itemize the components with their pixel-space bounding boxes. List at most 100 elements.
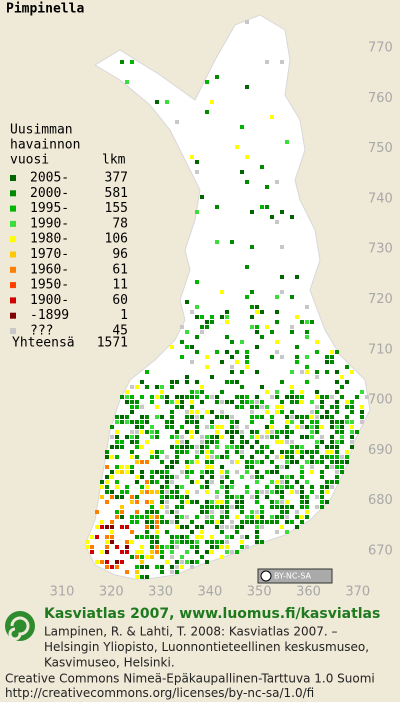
occurrence-square — [140, 565, 144, 569]
occurrence-square — [275, 295, 279, 299]
occurrence-square — [295, 400, 299, 404]
occurrence-square — [275, 500, 279, 504]
occurrence-square — [150, 510, 154, 514]
occurrence-square — [260, 525, 264, 529]
occurrence-square — [210, 505, 214, 509]
occurrence-square — [330, 455, 334, 459]
occurrence-square — [250, 520, 254, 524]
occurrence-square — [300, 500, 304, 504]
occurrence-square — [180, 470, 184, 474]
occurrence-square — [280, 500, 284, 504]
occurrence-square — [285, 435, 289, 439]
occurrence-square — [330, 395, 334, 399]
occurrence-square — [170, 345, 174, 349]
occurrence-square — [340, 430, 344, 434]
occurrence-square — [350, 405, 354, 409]
occurrence-square — [335, 400, 339, 404]
occurrence-square — [325, 480, 329, 484]
occurrence-square — [305, 365, 309, 369]
occurrence-square — [120, 465, 124, 469]
occurrence-square — [270, 115, 274, 119]
occurrence-square — [135, 430, 139, 434]
occurrence-square — [155, 430, 159, 434]
occurrence-square — [130, 540, 134, 544]
occurrence-square — [190, 565, 194, 569]
occurrence-square — [230, 430, 234, 434]
occurrence-square — [225, 540, 229, 544]
occurrence-square — [140, 535, 144, 539]
occurrence-square — [180, 450, 184, 454]
occurrence-square — [250, 420, 254, 424]
occurrence-square — [285, 395, 289, 399]
occurrence-square — [265, 405, 269, 409]
occurrence-square — [195, 280, 199, 284]
occurrence-square — [355, 430, 359, 434]
occurrence-square — [295, 355, 299, 359]
occurrence-square — [310, 465, 314, 469]
occurrence-square — [280, 290, 284, 294]
occurrence-square — [245, 440, 249, 444]
occurrence-square — [130, 515, 134, 519]
occurrence-square — [160, 470, 164, 474]
occurrence-square — [345, 460, 349, 464]
occurrence-square — [195, 415, 199, 419]
occurrence-square — [150, 540, 154, 544]
occurrence-square — [110, 495, 114, 499]
occurrence-square — [160, 570, 164, 574]
occurrence-square — [315, 495, 319, 499]
occurrence-square — [185, 540, 189, 544]
occurrence-square — [210, 480, 214, 484]
occurrence-square — [305, 460, 309, 464]
occurrence-square — [175, 545, 179, 549]
occurrence-square — [245, 465, 249, 469]
occurrence-square — [300, 520, 304, 524]
occurrence-square — [265, 325, 269, 329]
occurrence-square — [105, 565, 109, 569]
occurrence-square — [135, 555, 139, 559]
occurrence-square — [170, 540, 174, 544]
occurrence-square — [245, 515, 249, 519]
occurrence-square — [195, 425, 199, 429]
occurrence-square — [155, 100, 159, 104]
occurrence-square — [135, 515, 139, 519]
occurrence-square — [255, 525, 259, 529]
occurrence-square — [110, 520, 114, 524]
occurrence-square — [300, 515, 304, 519]
occurrence-square — [180, 525, 184, 529]
occurrence-square — [320, 400, 324, 404]
occurrence-square — [220, 360, 224, 364]
occurrence-square — [110, 470, 114, 474]
occurrence-square — [175, 505, 179, 509]
legend-label: 1970- — [30, 247, 69, 262]
occurrence-square — [165, 485, 169, 489]
occurrence-square — [305, 510, 309, 514]
occurrence-square — [210, 100, 214, 104]
occurrence-square — [160, 450, 164, 454]
occurrence-square — [185, 445, 189, 449]
occurrence-square — [140, 445, 144, 449]
occurrence-square — [235, 500, 239, 504]
occurrence-square — [300, 395, 304, 399]
occurrence-square — [215, 425, 219, 429]
occurrence-square — [160, 495, 164, 499]
occurrence-square — [230, 400, 234, 404]
occurrence-square — [205, 550, 209, 554]
occurrence-square — [170, 465, 174, 469]
occurrence-square — [245, 460, 249, 464]
occurrence-square — [120, 445, 124, 449]
occurrence-square — [185, 300, 189, 304]
occurrence-square — [325, 445, 329, 449]
occurrence-square — [185, 460, 189, 464]
occurrence-square — [270, 435, 274, 439]
occurrence-square — [315, 420, 319, 424]
occurrence-square — [125, 415, 129, 419]
occurrence-square — [225, 455, 229, 459]
occurrence-square — [175, 120, 179, 124]
occurrence-square — [100, 485, 104, 489]
occurrence-square — [115, 495, 119, 499]
y-grid-label: 690 — [368, 443, 393, 458]
occurrence-square — [155, 385, 159, 389]
occurrence-square — [280, 245, 284, 249]
occurrence-square — [145, 520, 149, 524]
occurrence-square — [120, 490, 124, 494]
